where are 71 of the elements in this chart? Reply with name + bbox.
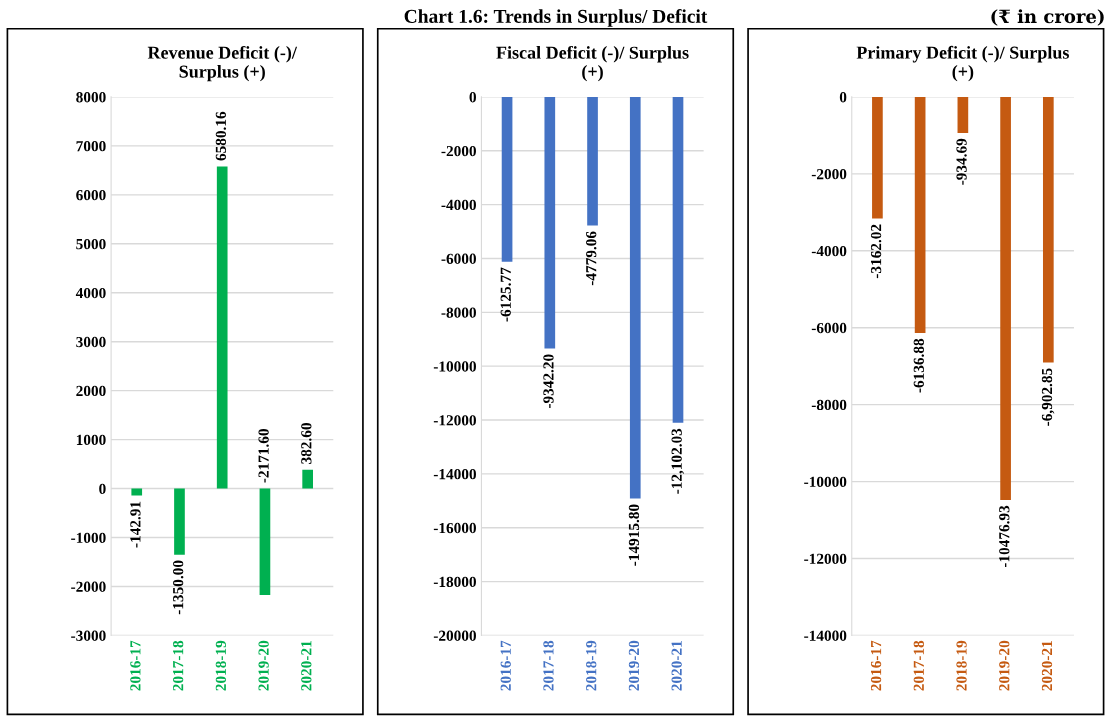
- x-tick-label: 2020-21: [1041, 641, 1053, 691]
- x-tick-label: 2017-18: [913, 640, 924, 691]
- chart-title: Revenue Deficit (-)/ Surplus (+): [147, 45, 298, 82]
- text: -4779.06: [586, 231, 597, 286]
- y-tick-label: -18000: [433, 576, 476, 588]
- x-tick-label: 2020-21: [671, 641, 682, 691]
- text: (₹ in crore): [991, 9, 1104, 26]
- y-tick-label: -10000: [804, 476, 847, 488]
- caption: Chart 1.6: Trends in Surplus/ Deficit: [404, 9, 708, 27]
- y-tick-label: -6000: [811, 322, 847, 334]
- bar: [302, 469, 313, 489]
- y-tick-label: -16000: [433, 522, 476, 534]
- x-tick-label: 2017-18: [172, 640, 184, 691]
- text: 6580.16: [215, 111, 227, 161]
- bar: [131, 488, 143, 496]
- y-tick-label: -20000: [433, 630, 476, 641]
- y-tick-label: -14000: [433, 469, 476, 480]
- y-tick-label: 0: [469, 92, 476, 103]
- y-tick-label: 2000: [76, 385, 106, 397]
- y-tick-label: -3000: [71, 630, 106, 641]
- y-tick-label: 5000: [76, 238, 106, 250]
- x-tick-label: 2019-20: [628, 640, 640, 691]
- x-tick-label: 2016-17: [130, 640, 141, 691]
- y-tick-label: 0: [99, 483, 106, 495]
- y-tick-label: -10000: [433, 361, 476, 372]
- x-tick-label: 2019-20: [258, 640, 269, 691]
- x-tick-label: 2018-19: [215, 640, 227, 691]
- text: -10476.93: [999, 505, 1010, 568]
- y-tick-label: -2000: [441, 145, 476, 157]
- x-tick-label: 2018-19: [956, 640, 967, 691]
- y-tick-label: -8000: [441, 307, 476, 318]
- x-tick-label: 2018-19: [586, 640, 597, 691]
- text: -9342.20: [543, 354, 554, 409]
- text: 382.60: [301, 423, 312, 464]
- text: -14915.80: [628, 504, 640, 566]
- y-tick-label: 0: [839, 92, 847, 103]
- text: -6125.77: [500, 267, 511, 322]
- text: -934.69: [956, 138, 967, 185]
- x-tick-label: 2020-21: [301, 641, 312, 691]
- text: -12,102.03: [671, 428, 685, 494]
- y-tick-label: -1000: [71, 532, 106, 543]
- x-tick-label: 2017-18: [543, 640, 554, 691]
- y-tick-label: -4000: [811, 245, 847, 257]
- y-tick-label: -8000: [811, 399, 847, 411]
- y-tick-label: 4000: [75, 287, 106, 299]
- bar: [216, 166, 228, 489]
- text: -2171.60: [258, 429, 269, 483]
- y-tick-label: 8000: [76, 92, 106, 103]
- bar: [259, 488, 271, 595]
- text: -6136.88: [913, 338, 925, 393]
- y-tick-label: -14000: [804, 630, 847, 641]
- y-tick-label: 1000: [76, 434, 106, 446]
- x-tick-label: 2019-20: [999, 640, 1010, 691]
- y-tick-label: -6000: [441, 253, 476, 264]
- y-tick-label: -4000: [441, 199, 476, 211]
- y-tick-label: -12000: [804, 553, 847, 564]
- chart-title: Primary Deficit (-)/ Surplus (+): [856, 45, 1069, 82]
- text: -6,902.85: [1041, 368, 1055, 426]
- y-tick-label: -2000: [811, 169, 847, 180]
- y-tick-label: 7000: [76, 141, 106, 152]
- y-tick-label: -2000: [71, 581, 106, 592]
- chart-title: Fiscal Deficit (-)/ Surplus (+): [496, 45, 689, 82]
- y-tick-label: 6000: [76, 189, 106, 201]
- x-tick-label: 2016-17: [870, 640, 882, 691]
- bar: [174, 488, 185, 555]
- x-tick-label: 2016-17: [500, 640, 511, 691]
- y-tick-label: 3000: [76, 336, 106, 348]
- text: -1350.00: [172, 560, 184, 615]
- text: -3162.02: [870, 224, 882, 279]
- text: -142.91: [130, 501, 141, 548]
- y-tick-label: -12000: [433, 415, 476, 426]
